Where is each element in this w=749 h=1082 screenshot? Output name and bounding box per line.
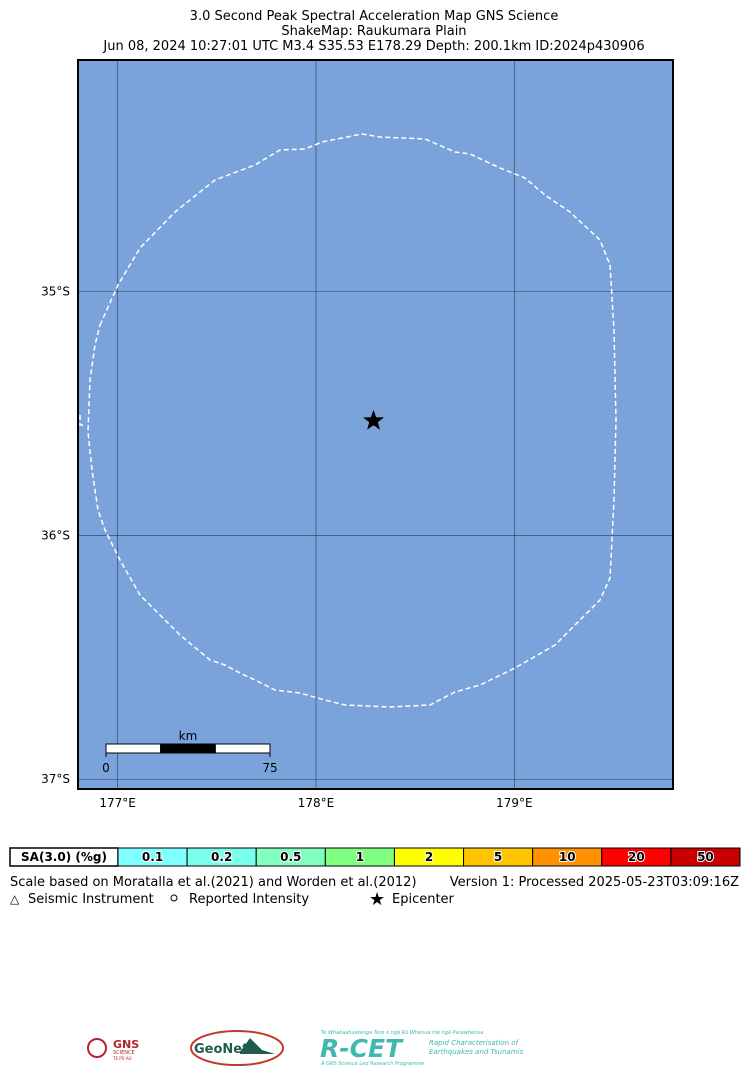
lon-label: 178°E <box>298 796 335 810</box>
lat-label: 36°S <box>41 528 70 542</box>
rcet-text: Rapid Characterisation of <box>429 1039 520 1047</box>
triangle-icon: △ <box>10 892 20 906</box>
gns-text: TE PŪ AO <box>112 1056 132 1061</box>
geonet-ring <box>190 1030 284 1066</box>
lat-label: 37°S <box>41 772 70 786</box>
scale-segment <box>214 743 271 754</box>
rcet-text: Earthquakes and Tsunamis <box>429 1048 524 1056</box>
map-frame <box>77 59 674 790</box>
gns-text: GNS <box>113 1038 139 1051</box>
geonet-logo: GeoNet <box>190 1030 284 1066</box>
legend-item: Seismic Instrument <box>28 892 154 907</box>
scale-unit: km <box>179 729 198 743</box>
title-line: ShakeMap: Raukumara Plain <box>281 24 466 39</box>
version: Version 1: Processed 2025-05-23T03:09:16… <box>450 875 739 890</box>
geonet-text: GeoNet <box>194 1042 248 1057</box>
lon-label: 179°E <box>496 796 533 810</box>
scale-label: 75 <box>262 761 277 775</box>
scale-value: 50 <box>697 850 714 864</box>
scale-value: 10 <box>559 850 576 864</box>
scale-cell <box>670 847 741 867</box>
scale-value: 2 <box>425 850 433 864</box>
intensity-contour <box>79 133 617 708</box>
scale-value: 1 <box>356 850 364 864</box>
scale-value: 20 <box>628 850 645 864</box>
scale-label: SA(3.0) (%g) <box>21 850 107 864</box>
epicenter <box>363 409 384 430</box>
gns-icon <box>87 1038 107 1058</box>
title-line: Jun 08, 2024 10:27:01 UTC M3.4 S35.53 E1… <box>102 39 644 54</box>
rcet-text: Te Whakaahuatanga Tere o ngā Rū Whenua m… <box>321 1030 483 1036</box>
rcet-name: R-CET <box>320 1034 404 1063</box>
scale-value: 0.1 <box>142 850 163 864</box>
scale-segment <box>105 743 162 754</box>
scale-value: 0.2 <box>211 850 232 864</box>
circle-icon <box>170 894 178 902</box>
legend-item: Epicenter <box>392 892 455 907</box>
title-line: 3.0 Second Peak Spectral Acceleration Ma… <box>190 9 559 24</box>
legend-item: Reported Intensity <box>189 892 309 907</box>
lon-label: 177°E <box>99 796 136 810</box>
scale-value: 5 <box>494 850 502 864</box>
rcet-text: A GNS Science Led Research Programme <box>320 1061 424 1067</box>
scale-value: 0.5 <box>280 850 301 864</box>
geonet-mountain <box>240 1038 275 1054</box>
scale-segment <box>160 743 216 754</box>
lat-label: 35°S <box>41 285 70 299</box>
scale-label: 0 <box>102 761 110 775</box>
star-icon: ★ <box>369 889 385 910</box>
scale-note: Scale based on Moratalla et al.(2021) an… <box>10 875 417 890</box>
rcet-logo: Te Whakaahuatanga Tere o ngā Rū Whenua m… <box>320 1030 524 1067</box>
gns-text: SCIENCE <box>113 1050 135 1056</box>
gns-logo: GNS SCIENCE TE PŪ AO <box>87 1038 139 1061</box>
